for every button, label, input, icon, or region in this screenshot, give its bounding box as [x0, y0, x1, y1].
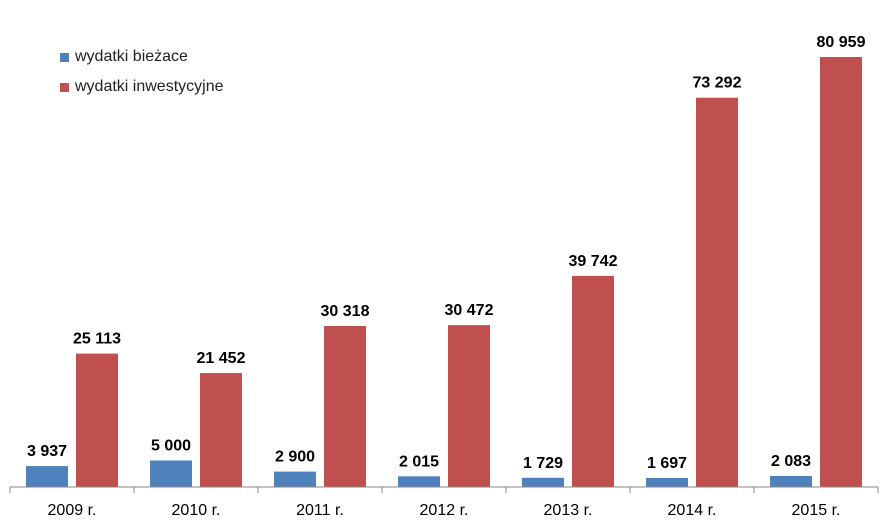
legend-item-inwestycyjne: wydatki inwestycyjne [60, 72, 224, 102]
x-tick-label: 2014 r. [668, 502, 717, 519]
data-label: 2 083 [771, 453, 811, 470]
data-label: 73 292 [693, 75, 742, 92]
data-label: 25 113 [73, 331, 121, 348]
bar-wydatki-biezace [26, 466, 68, 487]
legend-item-bieżace: wydatki bieżace [60, 42, 224, 72]
legend-label-inwestycyjne: wydatki inwestycyjne [75, 78, 224, 95]
x-tick-label: 2011 r. [296, 502, 344, 519]
x-tick-label: 2015 r. [792, 502, 841, 519]
data-label: 30 318 [321, 303, 370, 320]
legend-swatch-inwestycyjne [60, 82, 69, 92]
bar-wydatki-inwestycyjne [820, 57, 862, 487]
bar-wydatki-inwestycyjne [324, 325, 366, 487]
bar-wydatki-inwestycyjne [448, 325, 490, 487]
bar-wydatki-biezace [274, 471, 316, 487]
data-label: 39 742 [569, 253, 618, 270]
x-tick-label: 2013 r. [544, 502, 593, 519]
bar-wydatki-inwestycyjne [200, 373, 242, 487]
data-labels-group: 3 937 25 113 5 000 21 452 2 900 30 318 2 015 30… [27, 34, 866, 472]
legend: wydatki bieżace wydatki inwestycyjne [60, 42, 224, 102]
data-label: 80 959 [817, 34, 866, 51]
bar-wydatki-biezace [770, 475, 812, 487]
data-label: 30 472 [445, 302, 494, 319]
x-tick-label: 2010 r. [172, 502, 221, 519]
bar-wydatki-biezace [646, 477, 688, 487]
legend-swatch-bieżace [60, 52, 69, 62]
data-label: 21 452 [197, 350, 246, 367]
bar-wydatki-inwestycyjne [572, 275, 614, 487]
x-tick-label: 2009 r. [48, 502, 97, 519]
data-label: 3 937 [27, 443, 67, 460]
x-axis-ticks: 2009 r. 2010 r. 2011 r. 2012 r. 2013 r. 2014 … [9, 487, 879, 519]
bar-wydatki-biezace [398, 476, 440, 487]
data-label: 5 000 [151, 437, 191, 454]
bar-wydatki-inwestycyjne [696, 97, 738, 487]
bars-group [26, 57, 862, 487]
x-tick-label: 2012 r. [420, 502, 469, 519]
data-label: 1 729 [523, 455, 563, 472]
data-label: 2 015 [399, 453, 439, 470]
bar-wydatki-biezace [150, 460, 192, 487]
data-label: 1 697 [647, 455, 687, 472]
bar-wydatki-inwestycyjne [76, 353, 118, 487]
bar-wydatki-biezace [522, 477, 564, 487]
legend-label-bieżace: wydatki bieżace [75, 48, 188, 65]
data-label: 2 900 [275, 449, 315, 466]
